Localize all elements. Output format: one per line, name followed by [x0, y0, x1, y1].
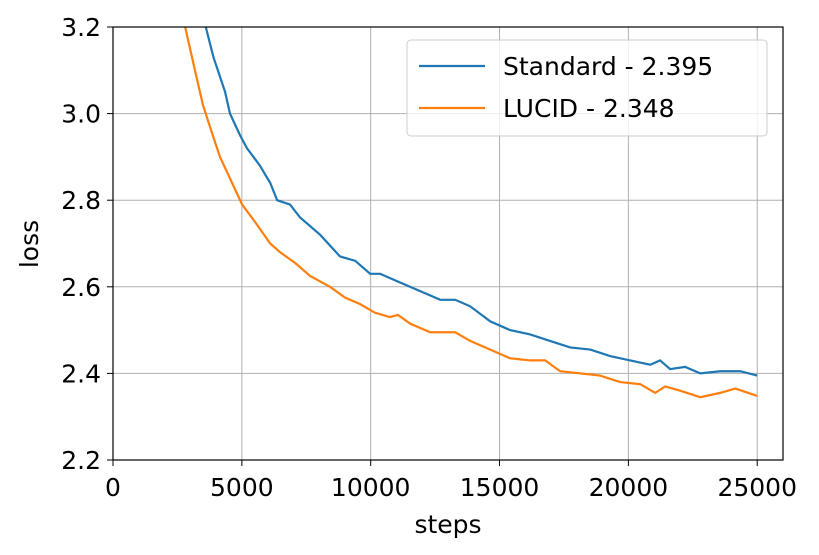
- y-tick-label: 2.6: [61, 273, 101, 302]
- series-line: [204, 27, 758, 377]
- y-tick-label: 2.2: [61, 446, 101, 475]
- legend-label: LUCID - 2.348: [503, 94, 675, 123]
- y-axis-label: loss: [15, 220, 44, 268]
- legend-label: Standard - 2.395: [503, 52, 713, 81]
- x-tick-label: 25000: [717, 473, 797, 502]
- y-tick-label: 3.2: [61, 13, 101, 42]
- x-axis-label: steps: [414, 510, 481, 539]
- plot-frame: [112, 26, 784, 461]
- x-tick-label: 0: [105, 473, 121, 502]
- y-tick-label: 2.4: [61, 359, 101, 388]
- legend: Standard - 2.395 LUCID - 2.348: [406, 39, 768, 137]
- x-tick-label: 5000: [210, 473, 274, 502]
- series-line: [184, 27, 758, 399]
- y-tick-label: 2.8: [61, 186, 101, 215]
- legend-box: [406, 39, 768, 137]
- lines: [184, 27, 758, 399]
- x-tick-label: 20000: [589, 473, 669, 502]
- x-tick-label: 15000: [460, 473, 540, 502]
- x-tick-label: 10000: [331, 473, 411, 502]
- y-tick-label: 3.0: [61, 100, 101, 129]
